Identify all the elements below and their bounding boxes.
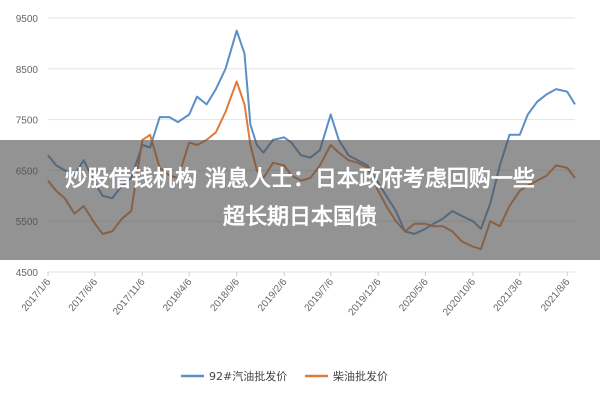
x-tick-label: 2019/2/6 [256,277,290,314]
headline-line-1: 炒股借钱机构 消息人士：日本政府考虑回购一些 [65,167,535,192]
x-tick-label: 2018/4/6 [161,277,195,314]
x-tick-label: 2021/8/6 [539,277,573,314]
legend-label-gasoline: 92#汽油批发价 [209,369,287,383]
x-tick-label: 2017/1/6 [20,277,54,314]
headline-line-2: 超长期日本国债 [222,205,377,230]
legend-label-diesel: 柴油批发价 [333,369,388,383]
y-tick-label: 7500 [16,116,39,127]
y-tick-label: 9500 [16,14,39,25]
x-tick-label: 2017/6/6 [67,277,101,314]
y-tick-label: 8500 [16,65,39,76]
legend: 92#汽油批发价 柴油批发价 [181,369,388,383]
x-tick-label: 2020/5/6 [397,277,431,314]
x-tick-label: 2018/9/6 [209,277,243,314]
y-tick-label: 4500 [16,268,39,279]
x-axis-ticks: 2017/1/6 2017/6/6 2017/11/6 2018/4/6 2018/9/… [20,272,573,318]
headline-overlay [0,140,600,260]
x-tick-label: 2021/3/6 [492,277,526,314]
x-tick-label: 2017/11/6 [111,277,148,318]
x-tick-label: 2020/10/6 [441,277,478,318]
x-tick-label: 2019/7/6 [303,277,337,314]
x-tick-label: 2019/12/6 [346,277,383,318]
